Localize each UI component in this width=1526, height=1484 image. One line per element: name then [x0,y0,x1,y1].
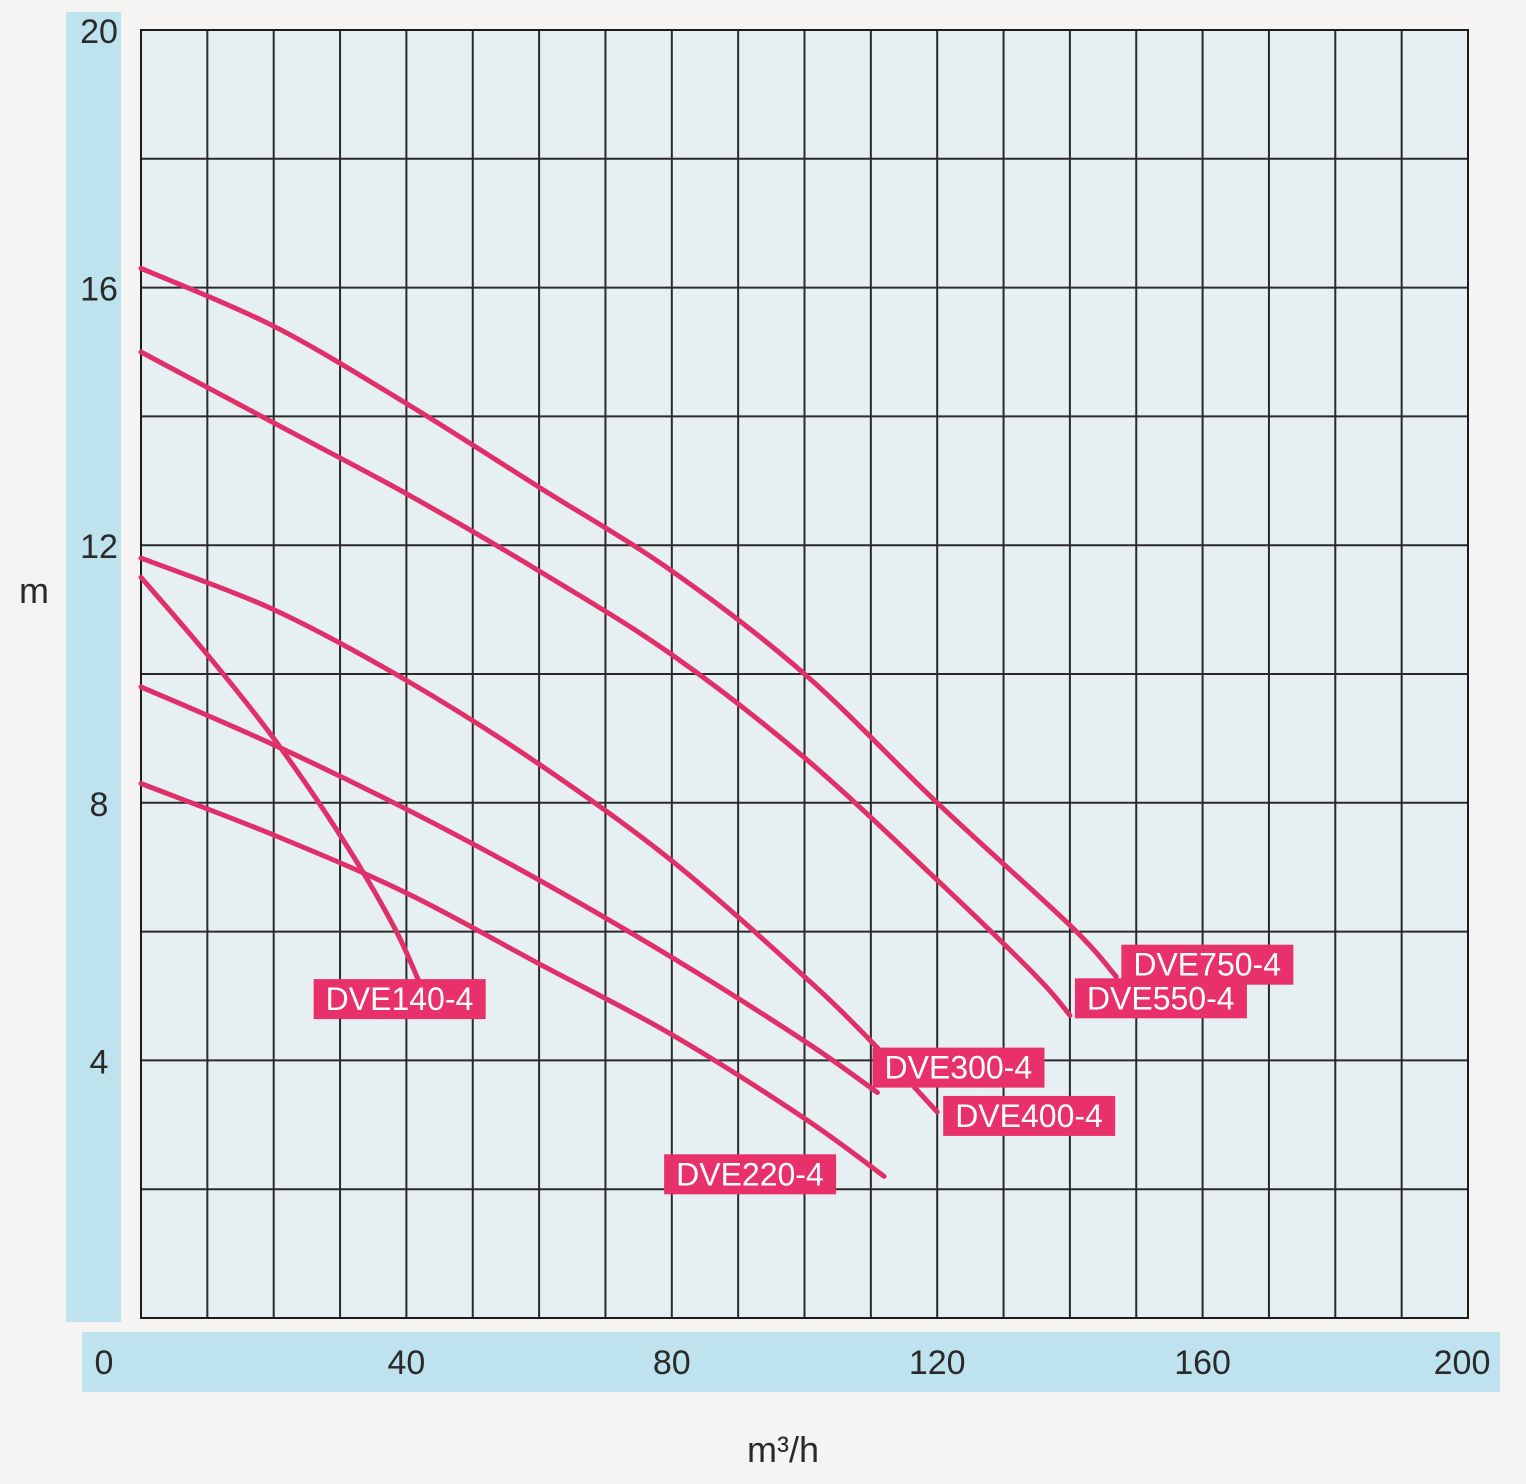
series-label-dve550-4: DVE550-4 [1074,978,1247,1019]
series-line-dve220-4 [138,781,887,1179]
y-axis-title: m [19,570,49,611]
x-tick-label: 40 [387,1344,425,1382]
y-axis-band [66,12,121,1322]
series-label-text: DVE300-4 [884,1050,1032,1086]
y-tick-label: 16 [80,271,118,309]
x-tick-label: 0 [95,1344,114,1382]
series-label-text: DVE220-4 [676,1156,824,1192]
x-tick-label: 120 [909,1344,966,1382]
series-label-dve400-4: DVE400-4 [943,1095,1116,1136]
y-tick-label: 8 [90,786,109,824]
series-label-bg [313,979,486,1020]
x-axis-title: m³/h [747,1429,819,1470]
y-tick-label: 12 [80,528,118,566]
series-line-dve400-4 [138,555,940,1115]
series-lines [138,265,1119,1179]
series-label-bg [664,1154,837,1195]
series-line-dve300-4 [138,684,880,1096]
y-tick-label: 4 [90,1043,109,1081]
series-line-dve140-4 [138,574,423,986]
series-label-bg [1121,944,1294,985]
x-tick-label: 200 [1434,1344,1491,1382]
series-label-dve220-4: DVE220-4 [664,1154,837,1195]
series-label-dve140-4: DVE140-4 [313,979,486,1020]
series-label-text: DVE400-4 [955,1098,1103,1134]
series-label-bg [1074,978,1247,1019]
plot-frame [140,29,1469,1319]
series-label-text: DVE140-4 [326,981,474,1017]
series-label-dve300-4: DVE300-4 [872,1047,1045,1088]
series-line-dve750-4 [138,265,1119,980]
series-label-bg [872,1047,1045,1088]
x-axis-band [82,1332,1500,1392]
series-line-dve550-4 [138,349,1073,1018]
series-label-text: DVE750-4 [1133,947,1281,983]
tick-labels: 0 40 80 120 160 200 4 8 12 16 20 [80,13,1490,1382]
series-label-dve750-4: DVE750-4 [1121,944,1294,985]
series-label-bg [943,1095,1116,1136]
y-tick-label: 20 [80,13,118,51]
x-tick-label: 160 [1174,1344,1231,1382]
x-tick-label: 80 [653,1344,691,1382]
series-label-text: DVE550-4 [1087,980,1235,1016]
